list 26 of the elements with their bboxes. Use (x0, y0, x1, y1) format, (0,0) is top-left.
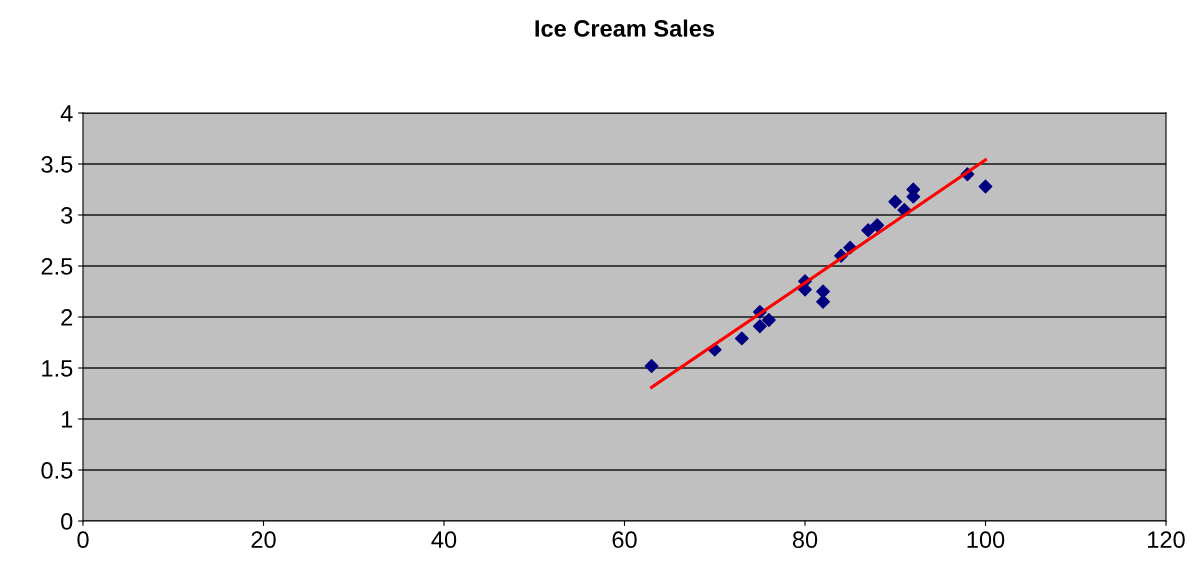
x-tick-label: 80 (792, 531, 818, 549)
chart-title: Ice Cream Sales (535, 19, 715, 37)
y-tick-label: 0.5 (41, 462, 73, 479)
y-tick-label: 2.5 (41, 258, 73, 275)
point (734, 331, 749, 346)
point (752, 319, 767, 334)
point (761, 313, 776, 327)
point (861, 223, 876, 238)
y-tick-label: 1 (61, 411, 73, 428)
y-tick-label: 0 (61, 513, 73, 530)
x-tick-label: 20 (251, 531, 276, 549)
x-tick-label: 40 (431, 531, 457, 549)
y-tick-label: 2 (61, 309, 73, 326)
point (870, 218, 885, 233)
point (888, 194, 903, 209)
x-tick-label: 60 (612, 531, 637, 549)
y-tick-label: 3.5 (41, 156, 73, 173)
y-tick-label: 4 (60, 105, 73, 122)
point (816, 294, 830, 309)
point (978, 179, 993, 194)
x-tick-label: 120 (1148, 531, 1185, 549)
x-tick-label: 0 (77, 531, 89, 549)
y-tick-label: 1.5 (42, 360, 73, 377)
x-tick-label: 100 (967, 531, 1005, 549)
y-tick-label: 3 (61, 207, 73, 224)
point (644, 359, 659, 373)
